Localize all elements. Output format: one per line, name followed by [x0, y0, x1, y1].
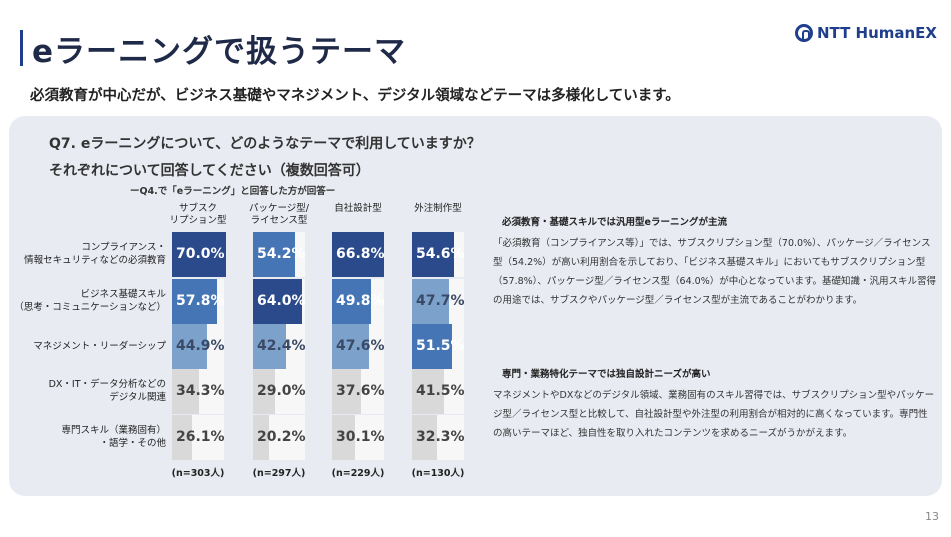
data-value-label: 66.8% [336, 246, 385, 262]
question-line-2: それぞれについて回答してください（複数回答可） [49, 163, 370, 179]
commentary-body-1: 「必須教育（コンプライアンス等）」では、サブスクリプション型（70.0%）、パッ… [493, 238, 937, 306]
data-bar [332, 369, 361, 414]
data-value-label: 47.7% [416, 293, 465, 309]
data-bar [412, 369, 445, 414]
page-subtitle: 必須教育が中心だが、ビジネス基礎やマネジメント、デジタル領域などテーマは多様化し… [30, 88, 680, 104]
data-value-label: 51.5% [416, 338, 465, 354]
data-value-label: 54.6% [416, 246, 465, 262]
data-value-label: 41.5% [416, 383, 465, 399]
data-bar [332, 415, 356, 460]
data-value-label: 57.8% [176, 293, 225, 309]
data-value-label: 70.0% [176, 246, 225, 262]
company-logo: NTT HumanEX [794, 24, 937, 42]
row-label: コンプライアンス・ 情報セキュリティなどの必須教育 [24, 242, 166, 266]
data-bar [332, 232, 384, 277]
data-bar [172, 369, 199, 414]
row-label: マネジメント・リーダーシップ [33, 340, 166, 352]
data-value-label: 37.6% [336, 383, 385, 399]
data-bar [412, 232, 455, 277]
data-value-label: 30.1% [336, 429, 385, 445]
question-note: ーQ4.で「eラーニング」と回答した方が回答ー [130, 186, 336, 197]
sample-size-label: (n=297人) [252, 468, 306, 479]
data-value-label: 54.2% [257, 246, 306, 262]
data-value-label: 26.1% [176, 429, 225, 445]
data-bar [253, 415, 269, 460]
data-bar [253, 279, 303, 324]
page-title: eラーニングで扱うテーマ [32, 34, 407, 70]
column-header: パッケージ型/ ライセンス型 [248, 203, 309, 226]
data-bar [253, 232, 295, 277]
data-bar [332, 279, 371, 324]
sample-size-label: (n=229人) [331, 468, 385, 479]
data-value-label: 32.3% [416, 429, 465, 445]
page-number: 13 [925, 510, 939, 523]
commentary-body-2: マネジメントやDXなどのデジタル領域、業務固有のスキル習得では、サブスクリプショ… [493, 390, 935, 439]
content-panel [9, 116, 942, 496]
data-value-label: 29.0% [257, 383, 306, 399]
data-bar [253, 324, 286, 369]
data-bar [412, 324, 452, 369]
data-bar [172, 415, 193, 460]
data-bar [172, 324, 207, 369]
data-value-label: 20.2% [257, 429, 306, 445]
title-accent-bar [20, 30, 23, 66]
commentary-heading-1: 必須教育・基礎スキルでは汎用型eラーニングが主流 [502, 217, 727, 228]
data-value-label: 64.0% [257, 293, 306, 309]
data-value-label: 44.9% [176, 338, 225, 354]
data-value-label: 34.3% [176, 383, 225, 399]
data-bar [172, 232, 227, 277]
column-header: サブスク リプション型 [169, 203, 227, 226]
data-bar [332, 324, 369, 369]
row-label: 専門スキル（業務固有） ・語学・その他 [61, 425, 166, 449]
sample-size-label: (n=130人) [411, 468, 465, 479]
data-value-label: 47.6% [336, 338, 385, 354]
logo-text: NTT HumanEX [816, 24, 937, 42]
data-bar [412, 279, 449, 324]
commentary-heading-2: 専門・業務特化テーマでは独自設計ニーズが高い [502, 369, 711, 380]
data-bar [253, 369, 276, 414]
sample-size-label: (n=303人) [171, 468, 225, 479]
logo-mark-icon [794, 24, 813, 42]
column-header: 外注制作型 [414, 203, 462, 214]
row-label: ビジネス基礎スキル （思考・コミュニケーションなど） [14, 289, 166, 313]
row-label: DX・IT・データ分析などの デジタル関連 [48, 379, 166, 403]
data-bar [172, 279, 217, 324]
question-line-1: Q7. eラーニングについて、どのようなテーマで利用していますか？ [49, 136, 481, 152]
data-value-label: 49.8% [336, 293, 385, 309]
column-header: 自社設計型 [334, 203, 382, 214]
data-value-label: 42.4% [257, 338, 306, 354]
data-bar [412, 415, 437, 460]
